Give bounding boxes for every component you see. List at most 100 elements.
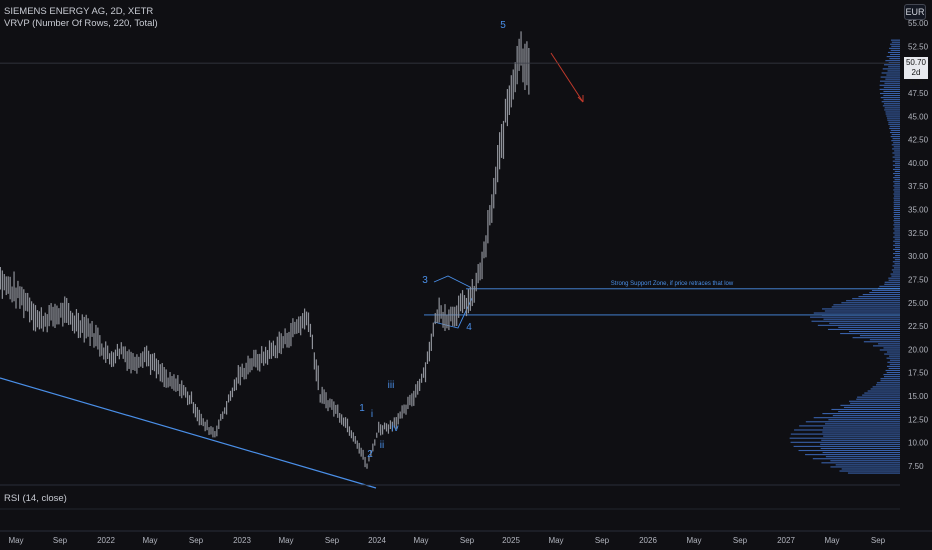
support-zone: Strong Support Zone, if price retraces t… [424,275,900,329]
volume-bar [894,166,900,168]
volume-bar [880,76,900,78]
volume-bar [885,111,900,113]
volume-bar [885,78,900,80]
x-tick-label: Sep [53,536,68,545]
currency-button[interactable]: EUR [904,4,926,20]
y-tick-label: 20.00 [908,345,929,354]
volume-bar [893,236,900,238]
volume-bar [888,277,900,279]
volume-bar [891,45,900,47]
volume-bar [889,359,900,361]
volume-bar [833,304,900,306]
volume-bar [893,216,900,218]
triangle-pattern [433,275,473,329]
y-tick-label: 30.00 [908,252,929,261]
volume-bar [883,103,900,105]
y-tick-label: 27.50 [908,275,929,284]
volume-bar [880,380,900,382]
volume-bar [838,410,900,413]
volume-bar [821,462,900,464]
volume-bar [885,369,900,372]
volume-bar [840,404,900,406]
volume-bar [883,86,900,88]
volume-bar [893,248,900,250]
volume-bar [888,279,900,281]
volume-bar [828,419,900,421]
volume-bar [894,230,900,232]
volume-bar [883,374,900,376]
volume-bar [894,238,900,240]
rsi-legend[interactable]: RSI (14, close) [4,493,67,504]
volume-bar [886,115,900,117]
volume-bar [794,429,900,431]
volume-bar [884,82,900,84]
volume-bar [869,291,900,294]
volume-bar [884,64,900,66]
wave-label: ii [380,440,384,451]
volume-bar [892,271,900,273]
volume-bar [793,445,900,447]
volume-bar [863,341,900,343]
volume-bar [831,408,900,411]
volume-bar [822,431,900,433]
y-tick-label: 40.00 [908,159,929,168]
volume-bar [894,170,900,173]
x-tick-label: Sep [325,536,340,545]
wave-label: 4 [466,322,472,333]
volume-bar [892,265,900,267]
volume-bar [893,232,900,234]
x-tick-label: 2023 [233,536,251,545]
volume-bar [832,415,900,417]
volume-bar [887,119,900,121]
volume-bar [846,300,900,302]
volume-bar [887,361,900,363]
wave-label: 1 [359,403,365,414]
volume-bar [869,339,900,341]
volume-bar [825,456,900,458]
x-tick-label: Sep [733,536,748,545]
volume-bar [864,392,900,394]
volume-bar [893,205,900,207]
volume-bar [893,146,900,148]
x-tick-label: May [142,536,157,545]
volume-bar [894,234,900,236]
volume-bar [895,255,900,257]
x-tick-label: 2026 [639,536,657,545]
volume-bar [893,189,900,191]
volume-bar [894,259,900,261]
volume-bar [892,261,900,263]
volume-bar [884,376,900,378]
volume-bar [894,242,900,244]
volume-bar [883,90,900,92]
volume-bar [838,326,900,328]
volume-bar [867,390,900,392]
volume-bar [820,443,900,445]
volume-bar [885,113,900,115]
volume-bar [891,144,900,146]
volume-bar [892,164,900,166]
volume-bar [893,199,900,201]
volume-bar [789,437,900,439]
volume-bar [839,470,900,472]
volume-bar [822,427,900,429]
x-tick-label: May [413,536,428,545]
volume-bar [835,464,900,466]
volume-bar [894,158,900,160]
x-tick-label: Sep [595,536,610,545]
volume-bar [894,191,900,193]
volume-bar [894,150,900,152]
volume-bar [887,117,900,119]
volume-bar [882,105,900,107]
indicator-legend[interactable]: VRVP (Number Of Rows, 220, Total) [4,18,158,29]
x-tick-label: May [8,536,23,545]
volume-bar [892,156,900,158]
y-tick-label: 7.50 [908,462,924,471]
x-tick-label: Sep [460,536,475,545]
volume-bar [893,224,900,226]
volume-bar [887,70,900,72]
volume-bar [894,162,900,164]
wave-label: 3 [422,275,428,286]
x-tick-label: 2027 [777,536,795,545]
volume-bar [882,68,900,70]
volume-bar [892,168,900,170]
